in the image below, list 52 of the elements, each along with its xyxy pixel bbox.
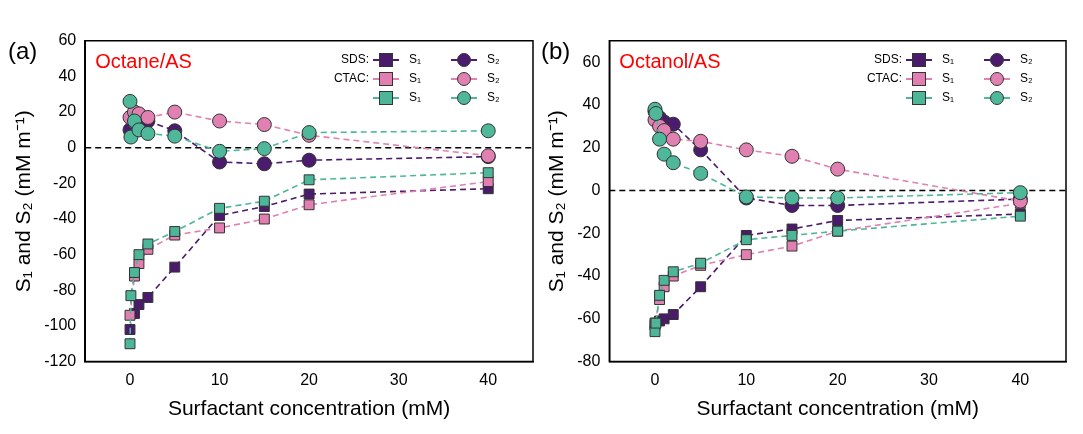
y-tick-label: -60 [53,245,77,263]
y-tick-label: 20 [58,102,77,120]
y-tick-label: -80 [577,352,601,370]
x-tick-label: 20 [300,370,319,388]
y-axis-title: S₁ and S₂ (mM m⁻¹) [544,110,568,293]
x-tick-label: 20 [828,370,847,388]
text: Octane/AS [95,50,192,73]
legend-label: S₂ [487,89,500,106]
y-tick-label: 20 [582,138,601,156]
y-tick-label: 60 [582,52,601,70]
y-tick-label: 60 [58,31,77,49]
y-tick-label: -80 [53,280,77,298]
annotation: CTAC: [865,70,902,87]
legend-label: S₁ [942,89,955,106]
y-tick-label: 40 [58,66,77,84]
x-tick-label: 30 [389,370,408,388]
legend-label: S₂ [1020,51,1033,68]
x-tick-label: 0 [650,370,660,388]
legend-label: S₂ [1020,70,1033,87]
y-tick-label: -40 [577,266,601,284]
legend-label: S₂ [1020,89,1033,106]
y-tick-label: -100 [44,316,77,334]
x-axis-title: Surfactant concentration (mM) [167,396,451,420]
y-tick-label: 40 [582,95,601,113]
chart-title: (a) [8,37,38,65]
annotation: SDS: [340,51,369,68]
chart-title: (b) [541,37,571,65]
y-tick-label: 0 [591,180,601,198]
y-tick-label: -20 [577,223,601,241]
legend-label: S₁ [409,70,422,87]
legend-label: S₁ [409,89,422,106]
annotation: CTAC: [332,70,369,87]
y-tick-label: -20 [53,173,77,191]
legend-label: S₁ [942,51,955,68]
y-tick-label: -60 [577,309,601,327]
y-tick-label: -120 [44,352,77,370]
annotation: SDS: [873,51,902,68]
legend-label: S₂ [487,51,500,68]
y-axis-title: S₁ and S₂ (mM m⁻¹) [11,110,35,293]
text: Octanol/AS [619,50,721,73]
y-tick-label: -40 [53,209,77,227]
y-tick-label: 0 [67,138,77,156]
x-tick-label: 0 [125,370,135,388]
x-tick-label: 10 [210,370,229,388]
x-tick-label: 30 [920,370,938,388]
x-tick-label: 40 [1011,370,1030,388]
x-tick-label: 10 [737,370,756,388]
x-axis-title: Surfactant concentration (mM) [696,396,979,420]
legend-label: S₁ [942,70,955,87]
legend-label: S₂ [487,70,500,87]
x-tick-label: 40 [479,370,498,388]
legend-label: S₁ [409,51,422,68]
